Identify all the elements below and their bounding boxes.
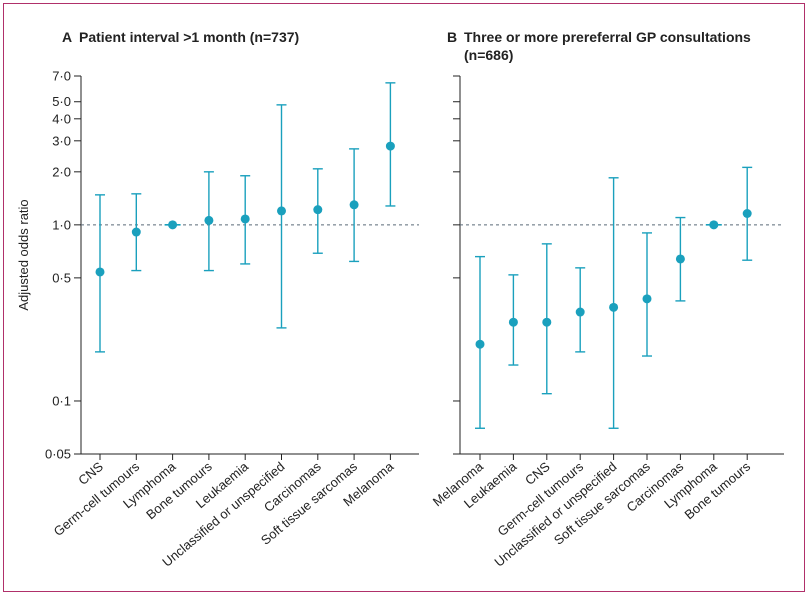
- panel-b-letter: B: [447, 29, 457, 45]
- panel-a-point: [349, 200, 359, 210]
- panel-a-point: [131, 227, 141, 237]
- odds-ratio-chart: A Patient interval >1 month (n=737) 0·05 0·…: [16, 29, 784, 570]
- panel-a-point: [204, 215, 214, 225]
- panel-a-point: [313, 205, 323, 215]
- panel-b-point: [709, 220, 719, 230]
- panel-b-title: Three or more prereferral GP consultatio…: [464, 29, 751, 45]
- panel-a-letter: A: [62, 29, 72, 45]
- panel-a-y-label: Adjusted odds ratio: [16, 199, 31, 310]
- panel-a-point: [277, 206, 286, 216]
- panel-a-point: [168, 220, 178, 230]
- panel-a-y-tick-label: 1·0: [52, 217, 71, 232]
- panel-a-category-label: CNS: [75, 459, 106, 488]
- panel-a-title: Patient interval >1 month (n=737): [79, 29, 299, 45]
- panel-a-point: [385, 141, 395, 151]
- panel-b-point: [542, 317, 552, 327]
- panel-b-point: [609, 302, 619, 312]
- panel-a-y-tick-label: 0·1: [52, 393, 71, 408]
- panel-a-point: [95, 267, 105, 277]
- panel-a-y-tick-label: 5·0: [52, 94, 71, 109]
- panel-b-point: [575, 307, 585, 317]
- panel-a-y-tick-label: 3·0: [52, 133, 71, 148]
- panel-a-y-tick-label: 2·0: [52, 164, 71, 179]
- panel-b-point: [642, 294, 652, 304]
- panel-a-y-tick-label: 0·05: [45, 447, 71, 462]
- panel-a-y-tick-label: 7·0: [52, 69, 71, 84]
- panel-b-point: [675, 254, 685, 264]
- panel-b-title-line2: (n=686): [464, 47, 513, 63]
- panel-a-y-tick-label: 0·5: [52, 270, 71, 285]
- panel-b-point: [742, 208, 752, 218]
- panel-a-y-tick-label: 4·0: [52, 111, 71, 126]
- panel-b-point: [508, 317, 518, 327]
- panel-a-point: [240, 214, 250, 224]
- panel-b-point: [475, 339, 485, 349]
- figure-frame: A Patient interval >1 month (n=737) 0·05 0·…: [3, 3, 805, 592]
